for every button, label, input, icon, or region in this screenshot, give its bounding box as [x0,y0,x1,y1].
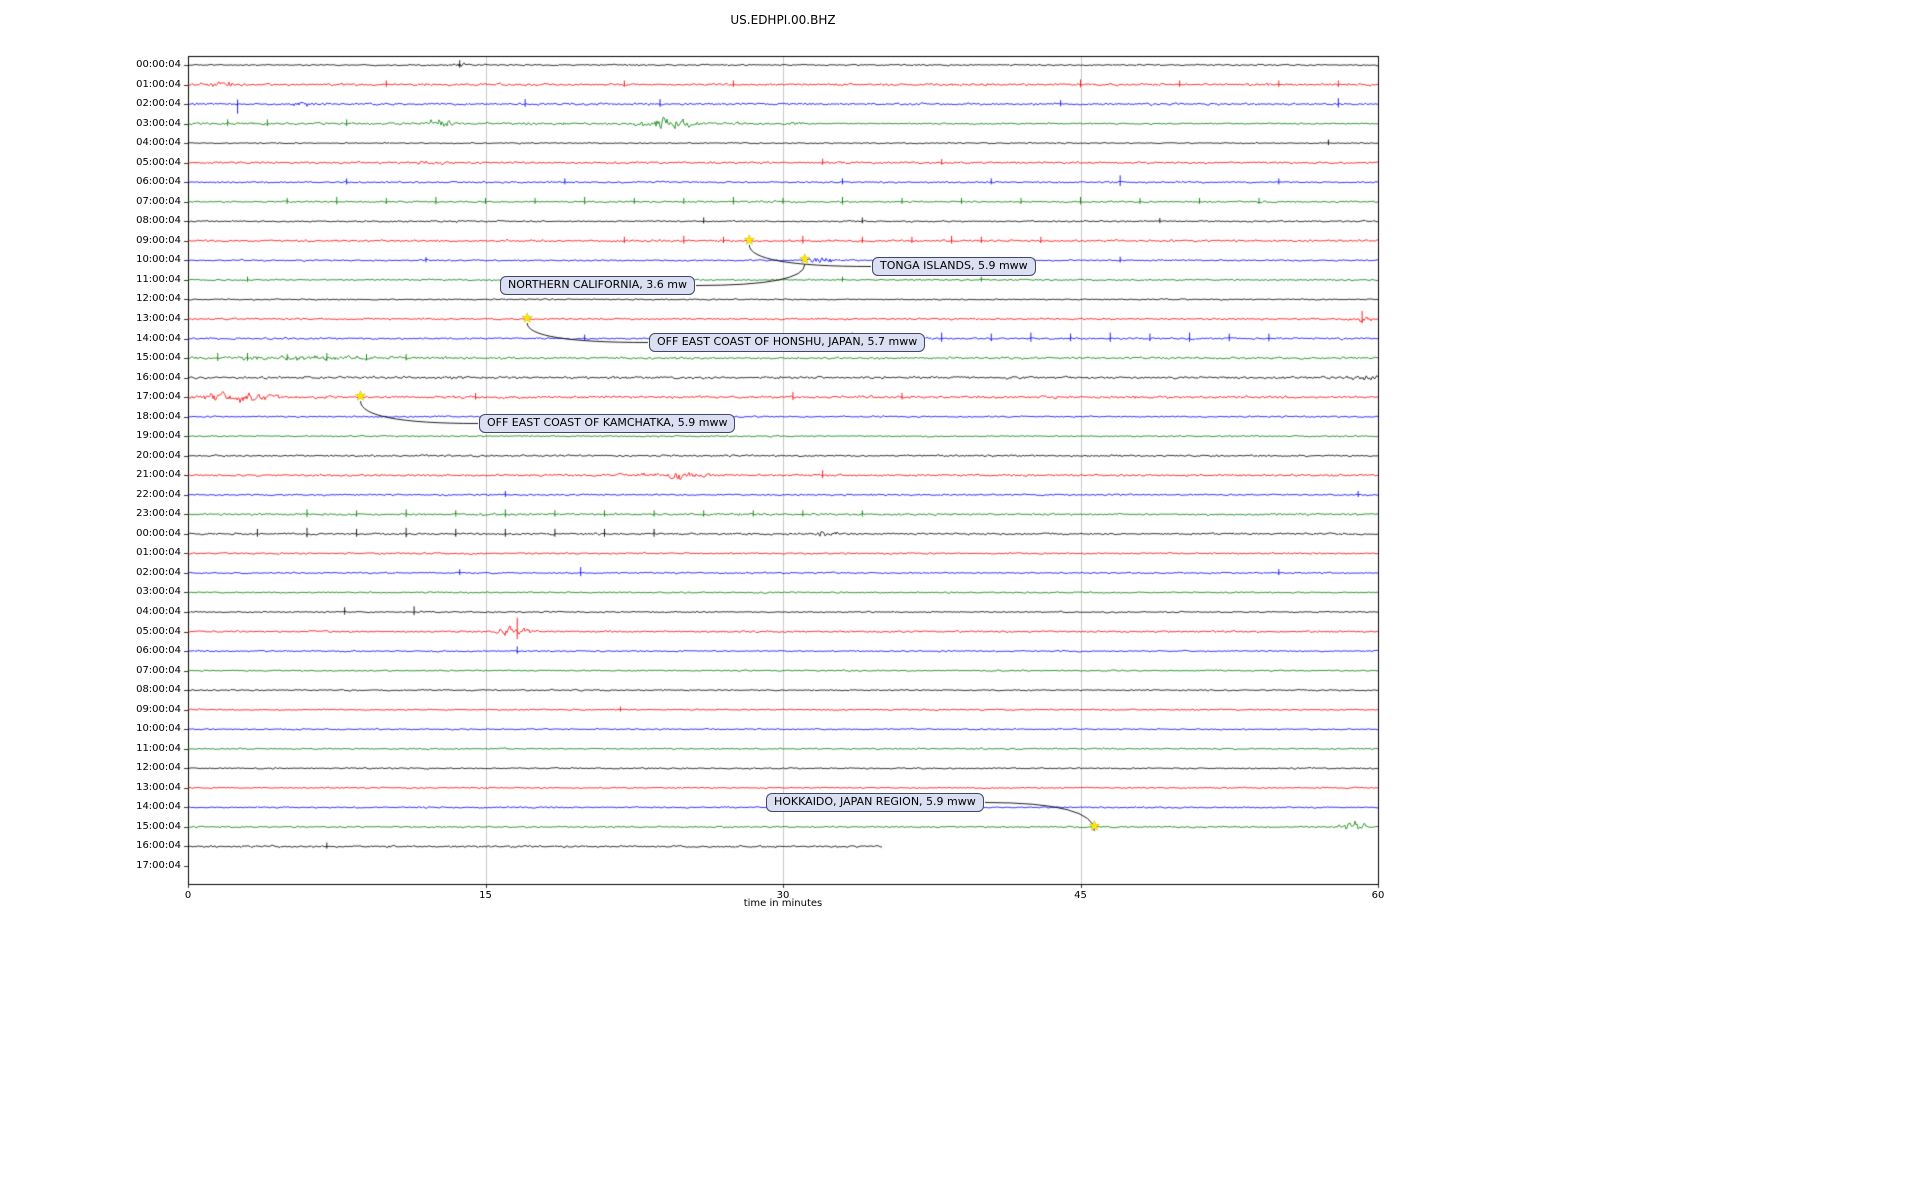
y-tick-label: 16:00:04 [136,840,181,852]
event-star-icon: ★ [743,232,756,249]
y-tick-label: 05:00:04 [136,156,181,168]
y-tick-label: 09:00:04 [136,234,181,246]
y-tick-label: 01:00:04 [136,78,181,90]
y-tick-label: 04:00:04 [136,606,181,618]
y-tick-label: 09:00:04 [136,703,181,715]
y-tick-label: 18:00:04 [136,410,181,422]
y-tick-label: 00:00:04 [136,527,181,539]
y-tick-label: 10:00:04 [136,723,181,735]
event-label: OFF EAST COAST OF HONSHU, JAPAN, 5.7 mww [649,333,926,352]
event-star-icon: ★ [798,251,812,268]
y-tick-label: 04:00:04 [136,137,181,149]
y-tick-label: 08:00:04 [136,215,181,227]
x-tick-label: 30 [776,890,790,901]
y-tick-label: 07:00:04 [136,664,181,676]
y-tick-label: 11:00:04 [136,273,181,285]
event-label: TONGA ISLANDS, 5.9 mww [872,257,1036,276]
y-tick-label: 23:00:04 [136,508,181,520]
y-tick-label: 16:00:04 [136,371,181,383]
y-tick-label: 13:00:04 [136,781,181,793]
y-tick-label: 10:00:04 [136,254,181,266]
event-label: HOKKAIDO, JAPAN REGION, 5.9 mww [766,793,984,812]
y-tick-label: 14:00:04 [136,801,181,813]
x-tick-label: 15 [479,890,492,901]
x-tick-label: 60 [1371,890,1385,901]
y-tick-label: 22:00:04 [136,488,181,500]
y-tick-label: 07:00:04 [136,195,181,207]
y-tick-label: 08:00:04 [136,684,181,696]
y-tick-label: 03:00:04 [136,586,181,598]
y-tick-label: 02:00:04 [136,98,181,110]
event-star-icon: ★ [354,388,367,405]
y-tick-label: 17:00:04 [136,391,181,403]
y-tick-label: 13:00:04 [136,312,181,324]
y-tick-label: 14:00:04 [136,332,181,344]
y-tick-label: 11:00:04 [136,742,181,754]
y-tick-label: 21:00:04 [136,469,181,481]
y-tick-label: 12:00:04 [136,293,181,305]
event-star-icon: ★ [1088,818,1101,835]
y-tick-label: 01:00:04 [136,547,181,559]
y-tick-label: 15:00:04 [136,820,181,832]
x-axis-label: time in minutes [743,898,823,909]
x-tick-label: 45 [1074,890,1087,901]
y-tick-label: 05:00:04 [136,625,181,637]
y-tick-label: 20:00:04 [136,449,181,461]
y-tick-label: 12:00:04 [136,762,181,774]
y-tick-label: 00:00:04 [136,59,181,70]
y-tick-label: 02:00:04 [136,566,181,578]
y-tick-label: 17:00:04 [136,860,181,871]
y-tick-label: 19:00:04 [136,430,181,442]
y-tick-label: 15:00:04 [136,352,181,364]
y-tick-label: 03:00:04 [136,117,181,129]
event-star-icon: ★ [520,310,534,327]
x-tick-label: 0 [184,890,192,901]
event-label: OFF EAST COAST OF KAMCHATKA, 5.9 mww [479,414,736,433]
y-tick-label: 06:00:04 [136,176,181,188]
event-label: NORTHERN CALIFORNIA, 3.6 mw [500,276,695,295]
y-tick-label: 06:00:04 [136,645,181,657]
